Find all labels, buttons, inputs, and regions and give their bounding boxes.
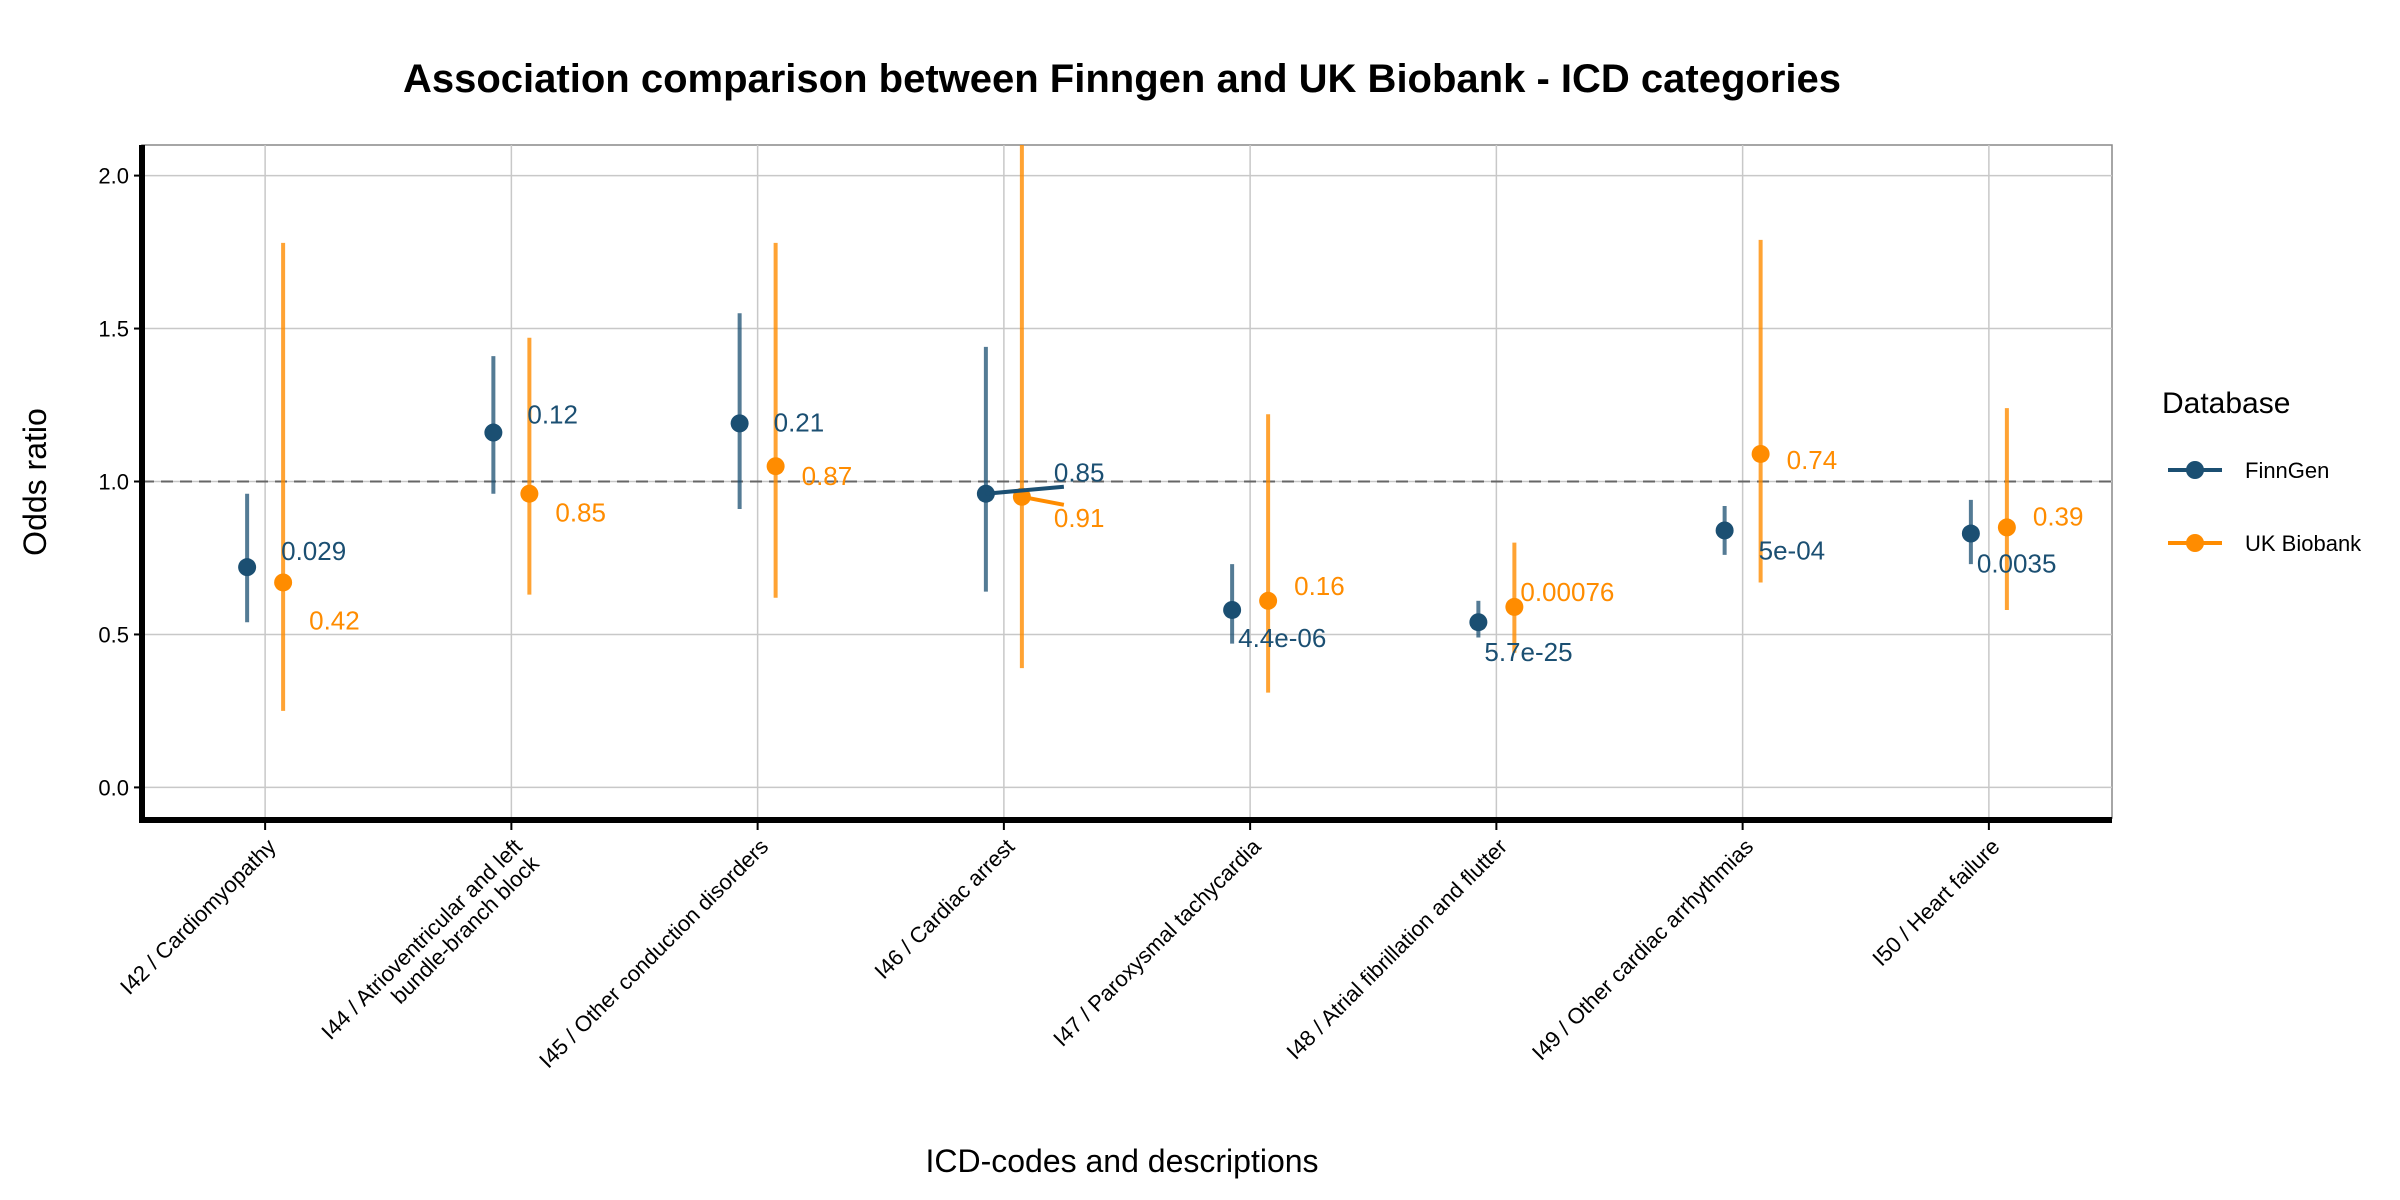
- y-tick-label: 0.5: [98, 622, 129, 647]
- finngen-pvalue-label: 0.85: [1054, 458, 1105, 488]
- x-tick-label: I44 / Atrioventricular and leftbundle-br…: [316, 833, 544, 1061]
- legend-label: FinnGen: [2245, 458, 2329, 483]
- y-tick-label: 1.0: [98, 470, 129, 495]
- uk-biobank-point: [1997, 518, 2016, 537]
- finngen-point: [238, 558, 257, 577]
- finngen-point: [1223, 600, 1242, 619]
- x-tick-label: I48 / Atrial fibrillation and flutter: [1282, 834, 1512, 1064]
- y-tick-label: 2.0: [98, 164, 129, 189]
- finngen-pvalue-leader: [985, 484, 1065, 496]
- finngen-point: [1715, 521, 1734, 540]
- axes: [139, 145, 2112, 823]
- finngen-pvalue-label: 0.12: [527, 400, 578, 430]
- finngen-pvalue-label: 0.0035: [1977, 549, 2057, 579]
- data-marks: 0.029 0.12 0.21 0.85 4.4e-06 5.7e-25 5e-04 0.00…: [238, 145, 2083, 711]
- chart-title: Association comparison between Finngen a…: [403, 57, 1841, 101]
- y-axis-ticks: 0.0 0.5 1.0 1.5 2.0: [98, 164, 142, 800]
- x-tick-label: I46 / Cardiac arrest: [869, 834, 1019, 984]
- uk-biobank-pvalue-label: 0.85: [555, 498, 606, 528]
- finngen-pvalue-label: 5e-04: [1759, 535, 1826, 565]
- uk-biobank-point: [1505, 597, 1524, 616]
- legend-label: UK Biobank: [2245, 531, 2362, 556]
- uk-biobank-point: [1259, 591, 1278, 610]
- uk-biobank-point: [274, 573, 293, 592]
- uk-biobank-point: [766, 457, 785, 476]
- uk-biobank-point: [1751, 444, 1770, 463]
- legend-key-point: [2186, 461, 2204, 479]
- x-tick-label: I42 / Cardiomyopathy: [115, 834, 281, 1000]
- finngen-point: [484, 423, 503, 442]
- uk-biobank-pvalue-label: 0.00076: [1520, 577, 1614, 607]
- uk-biobank-pvalue-label: 0.87: [802, 461, 853, 491]
- finngen-pvalue-label: 0.029: [281, 536, 346, 566]
- uk-biobank-pvalue-label: 0.42: [309, 605, 360, 635]
- finngen-point: [730, 414, 749, 433]
- uk-biobank-pvalue-leader: [1021, 494, 1065, 507]
- finngen-pvalue-label: 0.21: [774, 407, 825, 437]
- y-axis-title: Odds ratio: [17, 408, 53, 556]
- uk-biobank-point: [520, 484, 539, 503]
- uk-biobank-pvalue-label: 0.39: [2033, 501, 2084, 531]
- x-tick-label: I47 / Paroxysmal tachycardia: [1048, 833, 1266, 1051]
- x-axis-ticks: I42 / Cardiomyopathy I44 / Atrioventricul…: [115, 822, 2004, 1073]
- finngen-pvalue-label: 5.7e-25: [1484, 637, 1572, 667]
- uk-biobank-pvalue-label: 0.91: [1054, 503, 1105, 533]
- x-tick-label: I49 / Other cardiac arrhythmias: [1527, 834, 1758, 1065]
- finngen-pvalue-label: 4.4e-06: [1238, 623, 1326, 653]
- x-axis-title: ICD-codes and descriptions: [925, 1143, 1318, 1179]
- x-tick-label: I50 / Heart failure: [1867, 834, 2004, 971]
- finngen-point: [1469, 613, 1488, 632]
- x-tick-label: I45 / Other conduction disorders: [534, 834, 773, 1073]
- legend-key-point: [2186, 534, 2204, 552]
- y-tick-label: 1.5: [98, 317, 129, 342]
- uk-biobank-pvalue-label: 0.16: [1294, 571, 1345, 601]
- finngen-point: [1961, 524, 1980, 543]
- y-tick-label: 0.0: [98, 775, 129, 800]
- legend: Database FinnGen UK Biobank: [2162, 387, 2362, 556]
- uk-biobank-pvalue-label: 0.74: [1787, 445, 1838, 475]
- legend-title: Database: [2162, 387, 2290, 420]
